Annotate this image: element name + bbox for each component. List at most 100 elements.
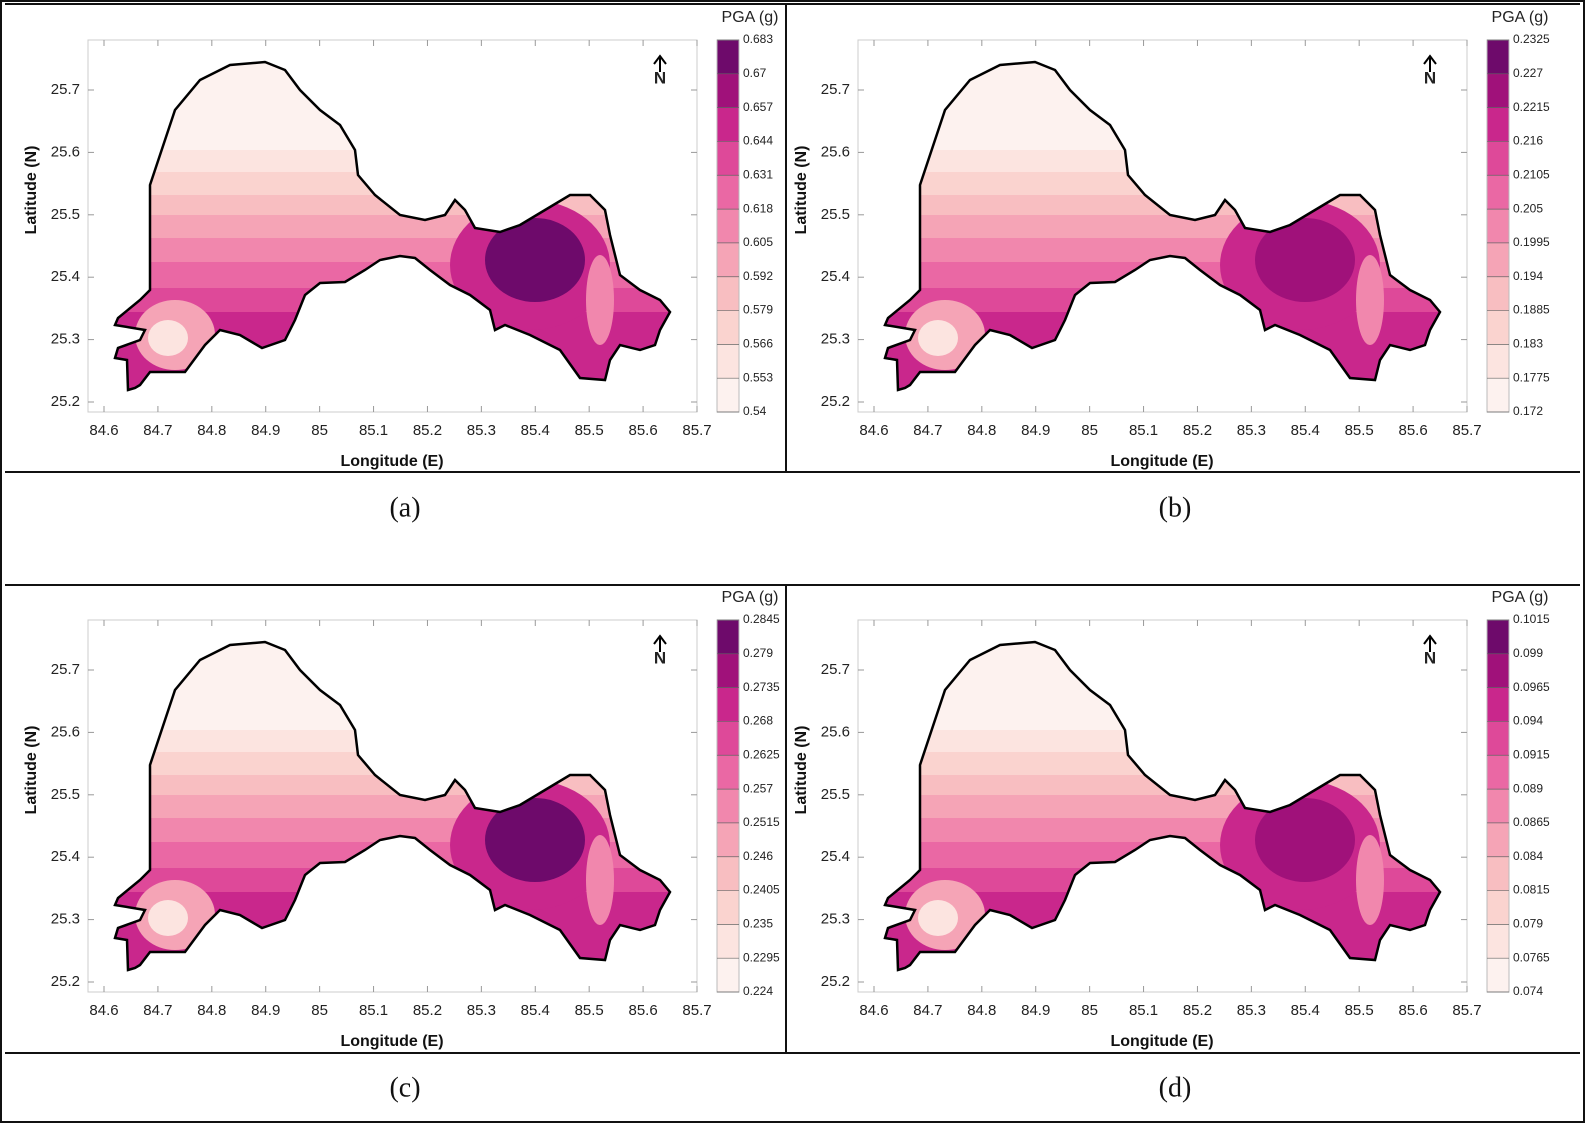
y-tick-label: 25.7 xyxy=(51,81,80,98)
colorbar-tick-label: 0.1885 xyxy=(1513,303,1550,317)
colorbar-tick-label: 0.224 xyxy=(743,984,773,998)
colorbar-title: PGA (g) xyxy=(722,589,779,606)
x-tick-label: 84.7 xyxy=(913,1002,942,1019)
colorbar-tick-label: 0.2215 xyxy=(1513,100,1550,114)
colorbar-band xyxy=(717,620,739,654)
colorbar-band xyxy=(717,242,739,277)
map-fill xyxy=(885,642,1440,970)
x-tick-label: 85.5 xyxy=(1345,422,1374,439)
contour-zone xyxy=(1255,798,1355,882)
colorbar-tick-label: 0.0965 xyxy=(1513,680,1550,694)
colorbar-band xyxy=(1487,755,1509,790)
colorbar-band xyxy=(1487,310,1509,345)
contour-band xyxy=(885,172,1440,195)
y-tick-label: 25.4 xyxy=(821,268,850,285)
x-tick-label: 85 xyxy=(311,422,328,439)
map-panel: 84.6 84.7 84.8 84.9 85 85.1 85.2 85.3 85.4 85.5 85… xyxy=(793,9,1550,523)
x-tick-label: 84.7 xyxy=(913,422,942,439)
contour-zone xyxy=(1356,255,1384,345)
map-panel: 84.6 84.7 84.8 84.9 85 85.1 85.2 85.3 85.4 85.5 85… xyxy=(793,589,1550,1103)
x-tick-label: 85.5 xyxy=(1345,1002,1374,1019)
x-tick-label: 85.5 xyxy=(575,1002,604,1019)
colorbar-band xyxy=(717,276,739,311)
colorbar-tick-label: 0.235 xyxy=(743,917,773,931)
y-tick-label: 25.5 xyxy=(821,206,850,223)
y-tick-label: 25.6 xyxy=(51,723,80,740)
x-tick-label: 85.1 xyxy=(1129,1002,1158,1019)
x-axis-title: Longitude (E) xyxy=(340,453,443,470)
plot-frame xyxy=(857,39,1468,413)
x-tick-label: 85.7 xyxy=(1452,1002,1481,1019)
y-tick-label: 25.2 xyxy=(51,973,80,990)
x-tick-label: 85.3 xyxy=(1237,422,1266,439)
contour-band xyxy=(885,775,1440,795)
x-tick-label: 84.8 xyxy=(967,1002,996,1019)
y-tick-label: 25.7 xyxy=(51,661,80,678)
contour-band xyxy=(885,195,1440,215)
colorbar-band xyxy=(1487,924,1509,959)
x-tick-label: 85.4 xyxy=(521,1002,550,1019)
colorbar-band xyxy=(717,344,739,379)
colorbar-tick-label: 0.268 xyxy=(743,714,773,728)
colorbar-tick-label: 0.084 xyxy=(1513,849,1543,863)
contour-band xyxy=(115,62,670,150)
north-label: N xyxy=(1424,68,1436,87)
x-tick-label: 85.7 xyxy=(682,422,711,439)
x-tick-label: 84.9 xyxy=(251,422,280,439)
colorbar-tick-label: 0.0915 xyxy=(1513,747,1550,761)
y-axis-title: Latitude (N) xyxy=(23,146,40,235)
north-label: N xyxy=(654,648,666,667)
x-tick-label: 84.7 xyxy=(143,422,172,439)
colorbar-tick-label: 0.094 xyxy=(1513,714,1543,728)
north-arrow-head xyxy=(653,634,667,645)
y-tick-label: 25.2 xyxy=(51,393,80,410)
plot-frame xyxy=(857,619,1468,993)
y-tick-label: 25.4 xyxy=(51,848,80,865)
contour-band xyxy=(885,150,1440,172)
y-tick-label: 25.6 xyxy=(821,723,850,740)
colorbar-tick-label: 0.089 xyxy=(1513,781,1543,795)
colorbar-tick-label: 0.54 xyxy=(743,404,767,418)
colorbar-band xyxy=(1487,856,1509,891)
contour-zone xyxy=(148,320,188,356)
colorbar-band xyxy=(717,378,739,412)
contour-band xyxy=(115,642,670,730)
colorbar-tick-label: 0.566 xyxy=(743,337,773,351)
contour-zone xyxy=(586,835,614,925)
x-tick-label: 84.8 xyxy=(197,422,226,439)
x-tick-label: 85.3 xyxy=(1237,1002,1266,1019)
north-label: N xyxy=(654,68,666,87)
colorbar-band xyxy=(1487,175,1509,210)
x-tick-label: 84.6 xyxy=(89,422,118,439)
colorbar-tick-label: 0.246 xyxy=(743,849,773,863)
colorbar-band xyxy=(1487,209,1509,243)
colorbar-tick-label: 0.2515 xyxy=(743,815,780,829)
colorbar-tick-label: 0.1775 xyxy=(1513,370,1550,384)
colorbar-band xyxy=(1487,73,1509,108)
colorbar-tick-label: 0.0865 xyxy=(1513,815,1550,829)
colorbar-tick-label: 0.1995 xyxy=(1513,235,1550,249)
colorbar-band xyxy=(717,822,739,857)
colorbar-tick-label: 0.1015 xyxy=(1513,612,1550,626)
colorbar-band xyxy=(1487,141,1509,176)
colorbar-band xyxy=(717,107,739,142)
colorbar-band xyxy=(1487,789,1509,823)
north-arrow-head xyxy=(1423,634,1437,645)
colorbar-title: PGA (g) xyxy=(722,9,779,26)
colorbar-tick-label: 0.579 xyxy=(743,303,773,317)
y-tick-label: 25.5 xyxy=(51,206,80,223)
y-axis-title: Latitude (N) xyxy=(23,726,40,815)
colorbar-band xyxy=(717,209,739,243)
plot-frame xyxy=(87,39,698,413)
y-tick-label: 25.2 xyxy=(821,973,850,990)
colorbar-tick-label: 0.657 xyxy=(743,100,773,114)
map-panel: 84.6 84.7 84.8 84.9 85 85.1 85.2 85.3 85.4 85.5 85… xyxy=(23,9,779,523)
x-tick-label: 85.5 xyxy=(575,422,604,439)
x-axis-title: Longitude (E) xyxy=(340,1033,443,1050)
colorbar-band xyxy=(717,141,739,176)
colorbar-band xyxy=(717,687,739,722)
y-axis-title: Latitude (N) xyxy=(793,146,810,235)
colorbar-tick-label: 0.605 xyxy=(743,235,773,249)
contour-zone xyxy=(586,255,614,345)
colorbar-tick-label: 0.183 xyxy=(1513,337,1543,351)
